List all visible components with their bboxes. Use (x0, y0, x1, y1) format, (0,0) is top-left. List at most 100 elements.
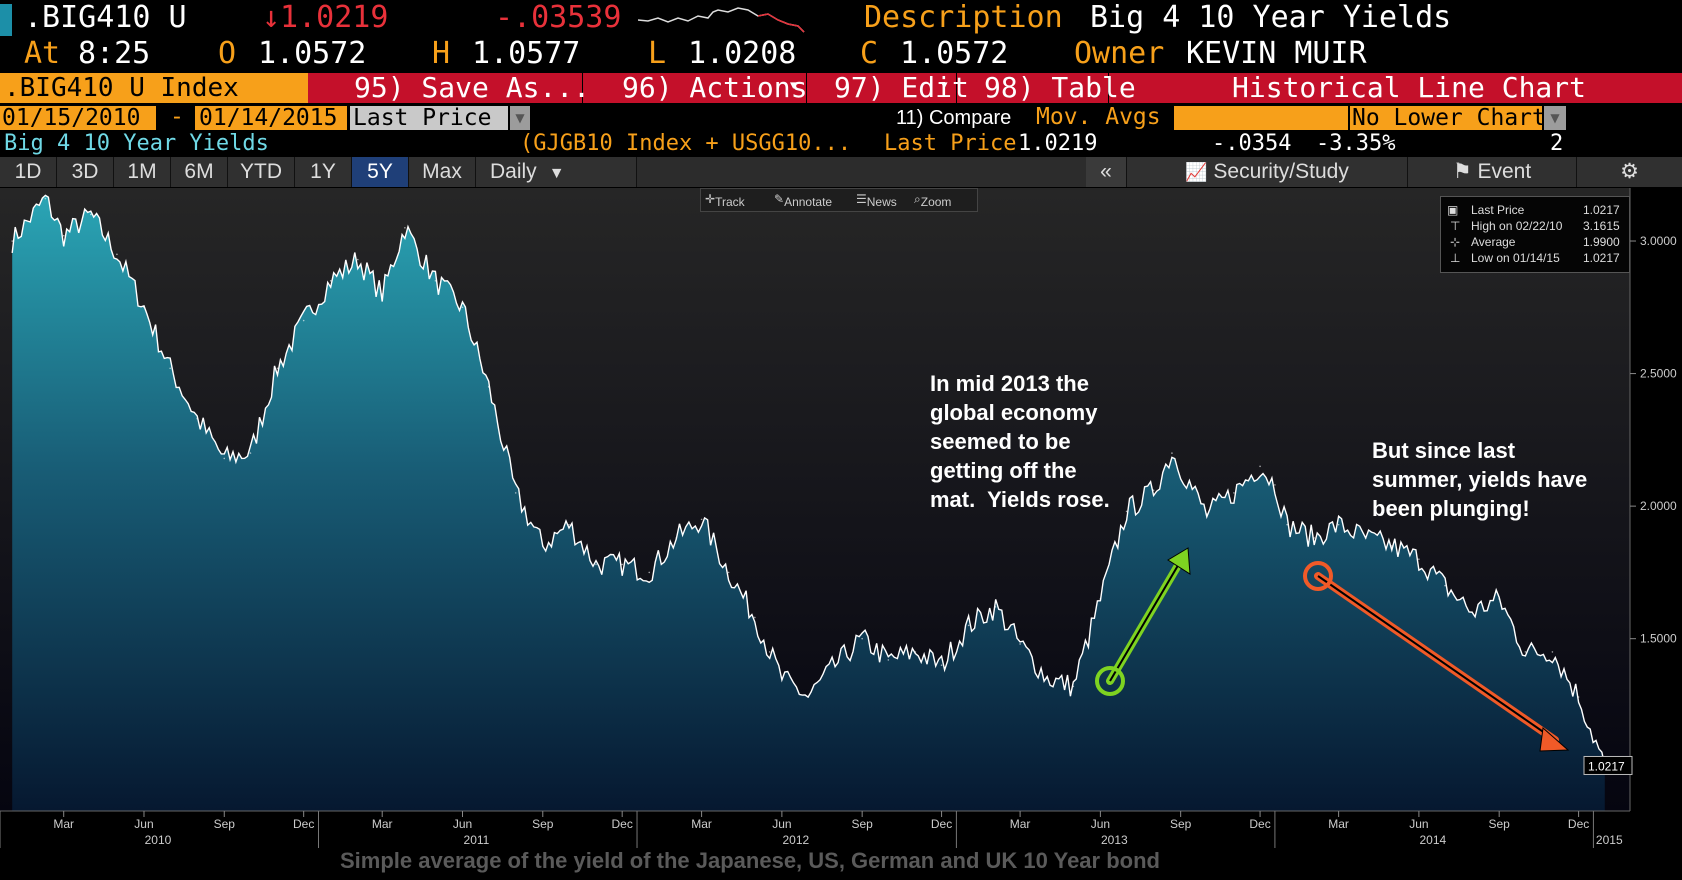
tab-ytd[interactable]: YTD (228, 157, 295, 187)
data-point (1019, 643, 1021, 645)
legend-high-label: High on 02/22/10 (1471, 219, 1563, 233)
owner-label: Owner (1074, 36, 1165, 71)
tab-3d[interactable]: 3D (57, 157, 114, 187)
settings-gear-icon[interactable]: ⚙ (1577, 157, 1682, 187)
lower-chart-select[interactable]: No Lower Chart (1350, 105, 1546, 131)
legend-last-icon: ▣ (1447, 203, 1459, 217)
data-point (329, 279, 332, 282)
open-value: 1.0572 (258, 36, 367, 71)
mov-avgs-field[interactable] (1174, 106, 1348, 130)
open-label: O (218, 36, 237, 71)
end-date-field[interactable]: 01/14/2015 (195, 105, 347, 131)
data-point (1498, 598, 1500, 600)
data-point (675, 537, 678, 539)
data-point (143, 306, 145, 309)
index-name-box[interactable]: .BIG410 U Index (0, 73, 308, 103)
legend-last-label: Last Price (1471, 203, 1525, 217)
data-point (11, 240, 14, 242)
mov-avgs-button[interactable]: Mov. Avgs (1036, 104, 1161, 130)
yield-chart[interactable]: 3.0000 2.5000 2.0000 1.5000 Mar Jun Sep Dec Mar… (0, 188, 1682, 848)
security-name[interactable]: Big 4 10 Year Yields (4, 131, 269, 156)
at-label: At (24, 36, 61, 71)
x-month-label: Mar (1010, 817, 1031, 831)
tab-1m[interactable]: 1M (114, 157, 171, 187)
data-point (276, 367, 279, 370)
data-point (302, 319, 305, 322)
zoom-label: Zoom (920, 195, 952, 209)
data-point (621, 563, 623, 566)
x-month-label: Sep (532, 817, 554, 831)
lower-chart-value: No Lower Chart (1352, 105, 1546, 131)
tab-1d[interactable]: 1D (0, 157, 57, 187)
legend-high-icon: ⊤ (1450, 219, 1461, 233)
security-study-tab[interactable]: 📈 Security/Study (1127, 157, 1408, 187)
data-point (1206, 513, 1208, 515)
legend-average-label: Average (1471, 235, 1516, 249)
legend-average-icon: ⊹ (1450, 235, 1461, 249)
edit-button[interactable]: 97) Edit ▾ (808, 73, 969, 103)
tab-5y[interactable]: 5Y (352, 157, 409, 187)
track-button[interactable]: ✛ Track (705, 192, 745, 209)
down-arrow-head (1539, 727, 1570, 752)
index-name: .BIG410 U Index (4, 73, 239, 103)
start-date-value: 01/15/2010 (2, 105, 141, 131)
event-tab[interactable]: ⚑ Event (1408, 157, 1577, 187)
end-date-value: 01/14/2015 (199, 105, 338, 131)
data-point (381, 293, 384, 295)
data-point (196, 417, 199, 420)
actions-label: 96) Actions (622, 71, 808, 104)
data-point (1286, 523, 1288, 526)
data-point (1313, 537, 1315, 539)
data-point (1337, 523, 1340, 526)
x-month-label: Sep (851, 817, 873, 831)
news-button[interactable]: ☰ News (856, 192, 897, 209)
x-year-label: 2013 (1101, 833, 1128, 847)
actions-button[interactable]: 96) Actions ▾ (584, 73, 807, 103)
data-point (1418, 558, 1420, 560)
low-label: L (648, 36, 667, 71)
data-point (861, 637, 863, 640)
data-point (249, 452, 252, 454)
x-year-label: 2011 (464, 833, 490, 847)
zoom-button[interactable]: ⌕ Zoom (914, 192, 952, 209)
table-button[interactable]: 98) Table (958, 73, 1136, 103)
data-point (1259, 465, 1261, 468)
data-point (1274, 484, 1276, 486)
x-month-label: Jun (1091, 817, 1110, 831)
tab-1y[interactable]: 1Y (295, 157, 352, 187)
x-month-label: Mar (691, 817, 712, 831)
data-point (595, 563, 597, 566)
annotate-button[interactable]: ✎ Annotate (774, 192, 833, 209)
data-point (1524, 651, 1527, 653)
area-layer (11, 194, 1606, 811)
high-value: 1.0577 (472, 36, 581, 71)
flag-icon: ⚑ (1452, 160, 1472, 183)
series-area (12, 195, 1605, 811)
tab-max[interactable]: Max (409, 157, 476, 187)
data-point (434, 279, 437, 282)
x-year-label: 2015 (1596, 833, 1623, 847)
start-date-field[interactable]: 01/15/2010 (0, 105, 156, 131)
lower-chart-dropdown-icon[interactable]: ▼ (1544, 106, 1566, 130)
header-row-1: .BIG410 U ↓1.0219 -.03539 Description Bi… (0, 0, 1682, 36)
field-select[interactable]: Last Price (350, 105, 508, 131)
data-point (1072, 685, 1075, 688)
series-line (11, 194, 1606, 767)
description-value: Big 4 10 Year Yields (1090, 0, 1452, 35)
x-month-label: Jun (453, 817, 472, 831)
down-arrow-inner (1317, 575, 1556, 741)
tab-6m[interactable]: 6M (171, 157, 228, 187)
chart-legend: ▣ Last Price 1.0217 ⊤ High on 02/22/10 3… (1440, 196, 1630, 273)
collapse-icon[interactable]: « (1086, 157, 1127, 187)
y-axis-panel (1630, 188, 1682, 848)
save-as-button[interactable]: 95) Save As... (310, 73, 590, 103)
data-point (1152, 489, 1155, 492)
field-dropdown-icon[interactable]: ▼ (510, 106, 530, 130)
date-range-row: 01/15/2010 - 01/14/2015 Last Price ▼ 11)… (0, 104, 1682, 131)
security-color-marker (0, 4, 12, 36)
legend-low-label: Low on 01/14/15 (1471, 251, 1560, 265)
frequency-select[interactable]: Daily ▼ (476, 157, 637, 187)
field-select-value: Last Price (353, 105, 492, 131)
compare-button[interactable]: 11) Compare (896, 107, 1012, 129)
actions-dropdown-icon: ▾ (790, 77, 797, 92)
